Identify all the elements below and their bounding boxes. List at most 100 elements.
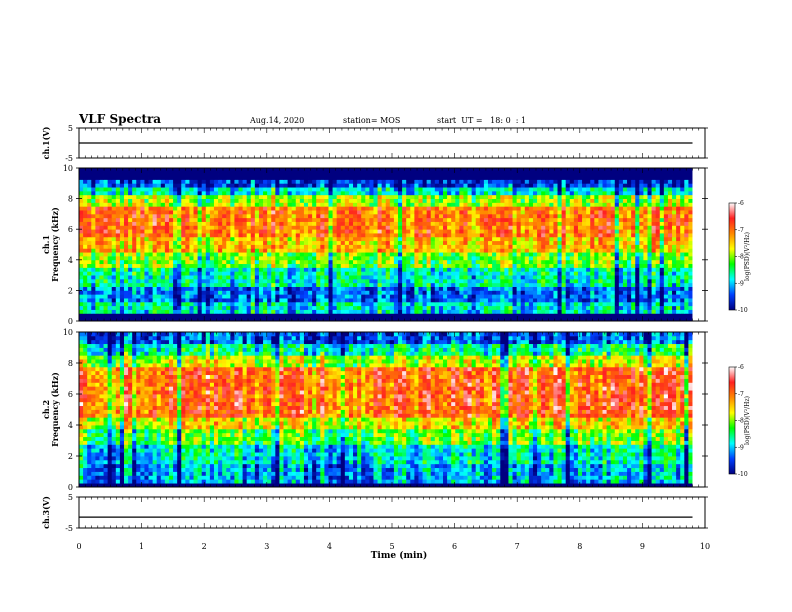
spectrogram-cell <box>238 240 243 245</box>
spectrogram-cell <box>238 305 243 310</box>
spectrogram-cell <box>406 225 411 230</box>
spectrogram-cell <box>443 244 448 249</box>
spectrogram-cell <box>271 282 276 287</box>
spectrogram-cell <box>635 259 640 265</box>
spectrogram-cell <box>557 225 562 230</box>
spectrogram-cell <box>312 290 317 295</box>
spectrogram-cell <box>516 267 522 272</box>
spectrogram-cell <box>434 221 440 226</box>
spectrogram-cell <box>688 263 693 268</box>
spectrogram-cell <box>234 282 239 287</box>
spectrogram-cell <box>128 213 133 219</box>
spectrogram-cell <box>103 202 109 207</box>
spectrogram-cell <box>492 240 497 245</box>
spectrogram-cell <box>614 259 620 265</box>
spectrogram-cell <box>291 217 297 222</box>
spectrogram-cell <box>467 240 473 245</box>
spectrogram-cell <box>320 313 325 318</box>
spectrogram-cell <box>152 248 158 253</box>
spectrogram-cell <box>565 259 571 265</box>
spectrogram-cell <box>618 313 624 318</box>
spectrogram-cell <box>148 244 154 249</box>
spectrogram-cell <box>561 213 567 219</box>
spectrogram-cell <box>218 252 223 257</box>
spectrogram-cell <box>500 313 505 318</box>
spectrogram-cell <box>393 221 399 226</box>
spectrogram-cell <box>577 275 583 280</box>
spectrogram-cell <box>242 298 248 303</box>
spectrogram-cell <box>226 233 231 238</box>
spectrogram-cell <box>393 255 399 261</box>
spectrogram-cell <box>115 221 121 226</box>
spectrogram-cell <box>639 305 644 310</box>
spectrogram-cell <box>144 225 149 230</box>
spectrogram-cell <box>500 267 505 272</box>
spectrogram-cell <box>316 206 321 211</box>
spectrogram-cell <box>87 271 92 276</box>
spectrogram-cell <box>393 202 399 207</box>
spectrogram-cell <box>103 248 109 253</box>
spectrogram-cell <box>622 217 628 222</box>
spectrogram-cell <box>201 298 207 303</box>
spectrogram-cell <box>516 317 522 322</box>
spectrogram-cell <box>549 202 554 207</box>
spectrogram-cell <box>520 298 526 303</box>
spectrogram-cell <box>365 255 370 261</box>
spectrogram-cell <box>79 317 84 322</box>
spectrogram-cell <box>389 313 395 318</box>
spectrogram-cell <box>218 210 223 215</box>
spectrogram-cell <box>406 221 411 226</box>
spectrogram-cell <box>676 294 681 299</box>
spectrogram-cell <box>234 221 239 226</box>
spectrogram-cell <box>95 290 100 295</box>
spectrogram-cell <box>258 210 264 215</box>
spectrogram-cell <box>402 263 407 268</box>
spectrogram-cell <box>524 275 530 280</box>
spectrogram-cell <box>610 210 616 215</box>
spectrogram-cell <box>520 294 526 299</box>
spectrogram-cell <box>348 267 354 272</box>
spectrogram-cell <box>324 225 329 230</box>
spectrogram-cell <box>226 282 231 287</box>
spectrogram-cell <box>393 294 399 299</box>
spectrogram-cell <box>99 244 104 249</box>
spectrogram-cell <box>95 263 100 268</box>
spectrogram-cell <box>667 213 673 219</box>
spectrogram-cell <box>258 217 264 222</box>
spectrogram-cell <box>663 282 669 287</box>
spectrogram-cell <box>557 221 562 226</box>
spectrogram-cell <box>344 221 350 226</box>
spectrogram-cell <box>230 290 235 295</box>
spectrogram-cell <box>684 225 689 230</box>
spectrogram-cell <box>369 229 374 234</box>
spectrogram-cell <box>385 267 391 272</box>
spectrogram-cell <box>258 213 264 219</box>
spectrogram-cell <box>414 252 419 257</box>
spectrogram-cell <box>193 248 199 253</box>
spectrogram-cell <box>418 248 423 253</box>
spectrogram-cell <box>258 301 264 307</box>
spectrogram-cell <box>398 244 403 249</box>
spectrogram-cell <box>123 263 129 268</box>
spectrogram-cell <box>357 229 362 234</box>
spectrogram-cell <box>226 221 231 226</box>
spectrogram-cell <box>193 275 199 280</box>
spectrogram-cell <box>655 240 661 245</box>
spectrogram-cell <box>316 263 321 268</box>
spectrogram-cell <box>164 206 170 211</box>
spectrogram-cell <box>267 263 272 268</box>
spectrogram-cell <box>267 294 272 299</box>
spectrogram-cell <box>508 271 513 276</box>
spectrogram-cell <box>164 313 170 318</box>
spectrogram-cell <box>492 317 497 322</box>
spectrogram-cell <box>463 252 468 257</box>
spectrogram-cell <box>594 301 599 307</box>
spectrogram-cell <box>340 305 346 310</box>
spectrogram-cell <box>471 313 477 318</box>
spectrogram-cell <box>434 294 440 299</box>
spectrogram-cell <box>631 305 636 310</box>
spectrogram-cell <box>103 259 109 265</box>
spectrogram-cell <box>639 278 644 284</box>
spectrogram-cell <box>508 259 513 265</box>
spectrogram-cell <box>107 259 113 265</box>
